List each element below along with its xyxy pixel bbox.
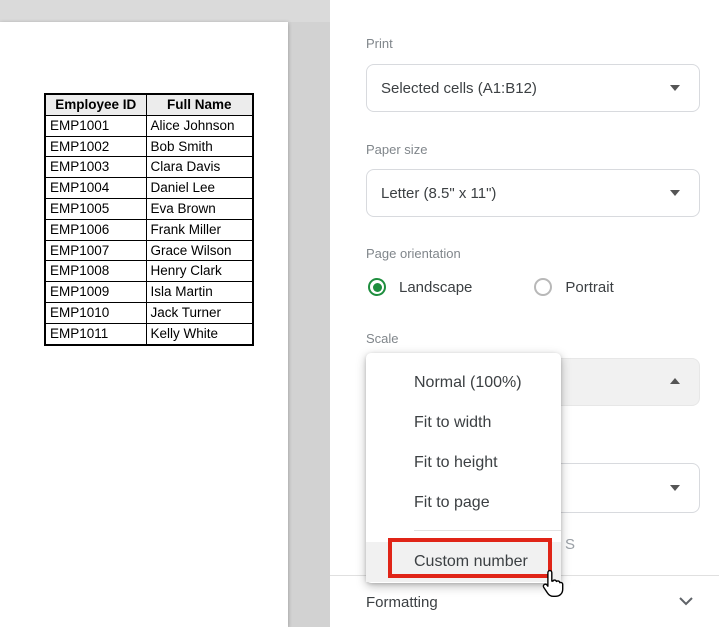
annotation-highlight-box [388, 538, 552, 578]
chevron-down-icon [670, 190, 680, 196]
full-name-cell: Bob Smith [145, 135, 254, 158]
employee-id-cell: EMP1002 [44, 135, 147, 158]
employee-id-cell: EMP1007 [44, 239, 147, 262]
employee-id-cell: EMP1011 [44, 322, 147, 346]
print-label: Print [366, 36, 393, 51]
full-name-cell: Frank Miller [145, 218, 254, 241]
full-name-cell: Grace Wilson [145, 239, 254, 262]
full-name-cell: Kelly White [145, 322, 254, 346]
full-name-cell: Jack Turner [145, 301, 254, 324]
portrait-radio[interactable]: Portrait [534, 278, 614, 296]
employee-id-cell: EMP1009 [44, 281, 147, 303]
employee-id-cell: EMP1005 [44, 197, 147, 220]
full-name-cell: Alice Johnson [145, 114, 254, 137]
menu-item-normal[interactable]: Normal (100%) [414, 374, 522, 391]
menu-item-fit-to-height[interactable]: Fit to height [414, 454, 498, 471]
menu-item-fit-to-width[interactable]: Fit to width [414, 414, 492, 431]
table-row: EMP1004 Daniel Lee [44, 177, 254, 199]
table-header-row: Employee ID Full Name [44, 93, 254, 116]
chevron-down-icon[interactable] [678, 594, 694, 612]
table-row: EMP1011 Kelly White [44, 322, 254, 346]
chevron-down-icon [670, 485, 680, 491]
print-range-value: Selected cells (A1:B12) [381, 79, 537, 97]
employee-id-cell: EMP1003 [44, 156, 147, 179]
radio-dot [372, 282, 382, 292]
table-row: EMP1007 Grace Wilson [44, 239, 254, 262]
table-row: EMP1005 Eva Brown [44, 197, 254, 220]
covered-text-fragment: S [565, 536, 576, 553]
table-row: EMP1001 Alice Johnson [44, 114, 254, 137]
header-employee-id: Employee ID [44, 93, 147, 116]
full-name-cell: Henry Clark [145, 260, 254, 283]
radio-selected-icon [368, 278, 386, 296]
employee-id-cell: EMP1004 [44, 177, 147, 199]
full-name-cell: Daniel Lee [145, 177, 254, 199]
table-row: EMP1009 Isla Martin [44, 281, 254, 303]
table-row: EMP1010 Jack Turner [44, 301, 254, 324]
preview-page: Employee ID Full Name EMP1001 Alice Johns… [0, 22, 288, 627]
scale-label: Scale [366, 331, 399, 346]
print-settings-panel: Print Selected cells (A1:B12) Paper size… [330, 0, 719, 627]
orientation-radio-group: Landscape Portrait [368, 277, 614, 297]
landscape-radio-label: Landscape [399, 278, 473, 296]
portrait-radio-label: Portrait [565, 278, 614, 296]
scale-dropdown-menu: Normal (100%) Fit to width Fit to height… [366, 353, 561, 583]
chevron-up-icon [670, 378, 680, 384]
header-full-name: Full Name [145, 93, 254, 116]
employee-table: Employee ID Full Name EMP1001 Alice Johns… [44, 93, 254, 346]
paper-size-select[interactable]: Letter (8.5" x 11") [366, 169, 700, 217]
print-range-select[interactable]: Selected cells (A1:B12) [366, 64, 700, 112]
menu-divider [414, 530, 561, 531]
employee-id-cell: EMP1006 [44, 218, 147, 241]
menu-item-fit-to-page[interactable]: Fit to page [414, 494, 490, 511]
paper-size-label: Paper size [366, 142, 428, 157]
full-name-cell: Eva Brown [145, 197, 254, 220]
print-preview-pane: Employee ID Full Name EMP1001 Alice Johns… [0, 0, 330, 627]
table-row: EMP1003 Clara Davis [44, 156, 254, 179]
full-name-cell: Isla Martin [145, 281, 254, 303]
table-row: EMP1008 Henry Clark [44, 260, 254, 283]
employee-id-cell: EMP1008 [44, 260, 147, 283]
chevron-down-icon [670, 85, 680, 91]
paper-size-value: Letter (8.5" x 11") [381, 184, 497, 202]
full-name-cell: Clara Davis [145, 156, 254, 179]
hand-cursor-icon [537, 569, 565, 599]
landscape-radio[interactable]: Landscape [368, 278, 472, 296]
employee-id-cell: EMP1010 [44, 301, 147, 324]
table-row: EMP1006 Frank Miller [44, 218, 254, 241]
formatting-section-header[interactable]: Formatting [366, 594, 438, 611]
preview-background-strip [0, 0, 330, 22]
radio-unselected-icon [534, 278, 553, 296]
page-orientation-label: Page orientation [366, 246, 461, 261]
table-row: EMP1002 Bob Smith [44, 135, 254, 158]
employee-id-cell: EMP1001 [44, 114, 147, 137]
